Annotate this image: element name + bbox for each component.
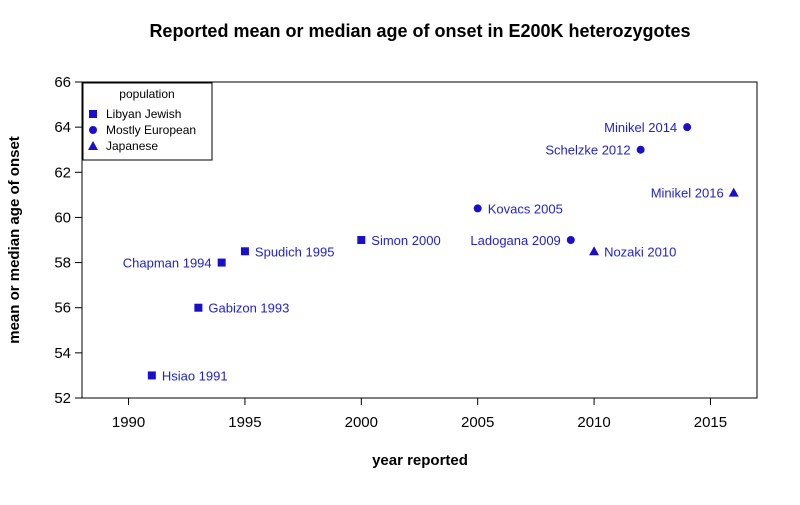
data-point-square [240,247,249,256]
data-points: Hsiao 1991 Gabizon 1993 Chapman 1994 Spudic… [123,120,739,383]
x-tick-label: 1995 [228,414,261,431]
data-point-circle [473,204,482,213]
data-point-label: Chapman 1994 [123,256,212,271]
y-axis-title: mean or median age of onset [6,136,23,344]
data-point-label: Hsiao 1991 [162,368,228,383]
data-point-label: Schelzke 2012 [545,143,630,158]
data-point-label: Gabizon 1993 [208,301,289,316]
legend-box [82,82,213,161]
data-point-label: Simon 2000 [371,233,440,248]
data-point-label: Minikel 2016 [651,186,724,201]
legend-entry-label: Japanese [106,139,158,153]
y-tick-label: 52 [54,390,71,407]
data-point-square [147,371,156,380]
x-tick-label: 2015 [694,414,727,431]
data-point-square [194,303,203,312]
y-tick-label: 56 [54,300,71,317]
x-tick-label: 2010 [577,414,610,431]
y-tick-label: 62 [54,164,71,181]
y-tick-label: 64 [54,119,71,136]
legend-entries: Libyan Jewish Mostly European Japanese [88,107,196,153]
x-tick-label: 2005 [461,414,494,431]
data-point-label: Ladogana 2009 [470,233,560,248]
data-point-circle [683,123,692,132]
data-point-label: Minikel 2014 [604,120,677,135]
y-tick-label: 66 [54,74,71,91]
legend: population Libyan Jewish Mostly European J… [82,82,213,161]
y-tick-label: 60 [54,209,71,226]
x-axis: 1990 1995 2000 2005 2010 2015 [112,397,727,431]
data-point-label: Spudich 1995 [255,244,335,259]
data-point-circle [636,145,645,154]
data-point-square [357,236,366,244]
legend-marker-triangle [88,141,98,150]
y-tick-label: 54 [54,345,71,362]
x-tick-label: 2000 [345,414,378,431]
legend-entry-label: Mostly European [106,123,196,137]
x-axis-title: year reported [372,452,468,469]
legend-entry-label: Libyan Jewish [106,107,181,121]
data-point-label: Nozaki 2010 [604,244,676,259]
chart-title: Reported mean or median age of onset in … [149,21,690,41]
y-tick-label: 58 [54,255,71,272]
data-point-triangle [728,187,739,197]
data-point-square [217,258,226,267]
legend-title: population [119,87,174,101]
data-point-label: Kovacs 2005 [488,201,563,216]
data-point-triangle [589,246,600,256]
y-axis: 52 54 56 58 60 62 64 66 [54,74,82,407]
x-tick-label: 1990 [112,414,145,431]
data-point-circle [566,236,575,244]
legend-marker-circle [89,126,97,134]
legend-marker-square [89,110,97,118]
